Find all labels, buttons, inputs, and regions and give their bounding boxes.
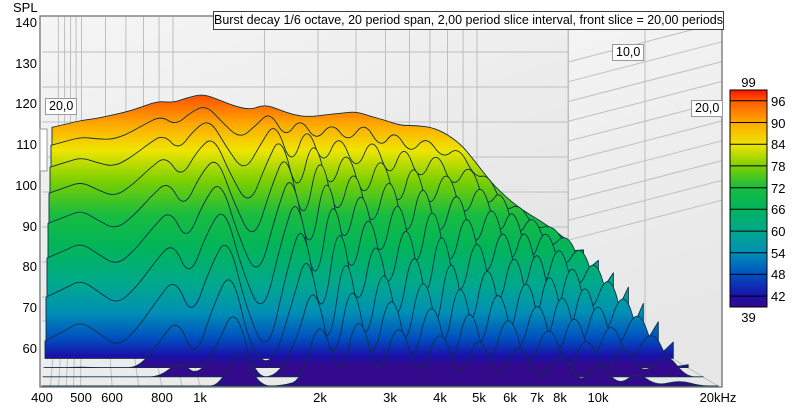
x-tick-label-4k: 4k [433,390,447,405]
y-tick-label-80: 80 [22,259,37,274]
y-tick-label-100: 100 [15,178,37,193]
waterfall-slice-18-periods [42,292,704,378]
legend-tick-label-48: 48 [771,267,786,282]
x-tick-label-7k: 7k [530,390,544,405]
legend-tick-label-84: 84 [771,137,786,152]
y-tick-label-140: 140 [15,15,37,30]
y-tick-label-90: 90 [22,219,37,234]
x-tick-label-800: 800 [151,390,173,405]
legend-tick-label-90: 90 [771,116,786,131]
legend-tick-label-72: 72 [771,181,786,196]
legend-tick-label-42: 42 [771,289,786,304]
y-tick-label-70: 70 [22,300,37,315]
x-tick-label-3k: 3k [383,390,397,405]
x-tick-label-400: 400 [31,390,53,405]
legend-tick-label-54: 54 [771,246,786,261]
x-tick-label-6k: 6k [503,390,517,405]
chart-title: Burst decay 1/6 octave, 20 period span, … [213,11,724,30]
y-axis-title: SPL [13,0,38,15]
depth-period-label-0: 20,0 [45,98,78,115]
waterfall-slices [41,94,719,387]
y-tick-label-110: 110 [16,137,37,152]
x-tick-label-5k: 5k [472,390,486,405]
legend-tick-label-66: 66 [771,202,786,217]
legend-tick-label-96: 96 [771,94,786,109]
x-tick-label-10k: 10k [587,390,609,405]
waterfall-slice-16-periods [43,262,689,369]
y-axis-drag-handle[interactable] [39,128,48,172]
waterfall-slice-14-periods [44,233,674,359]
waterfall-slice-20-periods [41,323,719,387]
x-tick-label-20kHz: 20kHz [699,390,737,405]
x-tick-label-8k: 8k [553,390,567,405]
y-tick-label-60: 60 [22,341,37,356]
x-tick-label-2k: 2k [313,390,327,405]
legend-tick-label-78: 78 [771,159,786,174]
legend-tick-label-60: 60 [771,224,786,239]
depth-period-label-2: 20,0 [691,100,724,117]
depth-period-label-1: 10,0 [612,44,645,61]
legend-color-bar [729,89,768,308]
y-tick-label-130: 130 [15,56,37,71]
x-tick-label-600: 600 [101,390,123,405]
x-tick-label-500: 500 [70,390,92,405]
y-tick-label-120: 120 [15,96,37,111]
legend-min-label: 39 [741,310,756,325]
x-tick-label-1k: 1k [193,390,207,405]
legend-max-label: 99 [741,75,756,90]
